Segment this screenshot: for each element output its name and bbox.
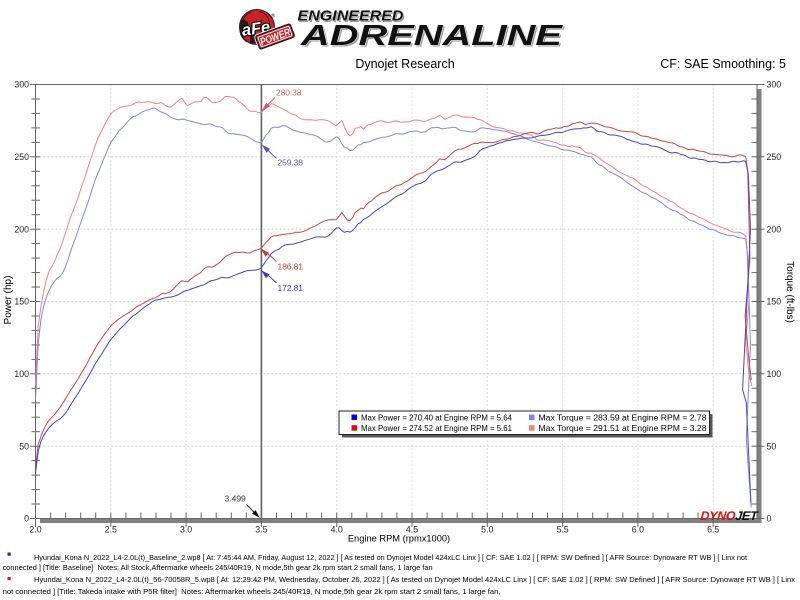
svg-text:2.0: 2.0 [29, 525, 41, 535]
svg-text:5.0: 5.0 [481, 525, 493, 535]
svg-text:Max Power = 274.52 at Engine R: Max Power = 274.52 at Engine RPM = 5.61 [361, 423, 512, 433]
svg-text:connected ] [Title: Baseline]: connected ] [Title: Baseline] Notes: All… [3, 563, 433, 572]
svg-text:Max Power = 270.40 at Engine R: Max Power = 270.40 at Engine RPM = 5.64 [361, 412, 512, 422]
svg-text:CF: SAE Smoothing: 5: CF: SAE Smoothing: 5 [660, 57, 786, 71]
svg-text:280.38: 280.38 [276, 88, 302, 98]
svg-text:5.5: 5.5 [556, 525, 568, 535]
svg-text:0: 0 [767, 514, 772, 524]
svg-text:186.81: 186.81 [278, 262, 304, 272]
svg-text:259.38: 259.38 [278, 158, 304, 168]
svg-text:150: 150 [767, 297, 782, 307]
svg-text:DYNOJET: DYNOJET [700, 509, 760, 523]
svg-text:100: 100 [767, 369, 782, 379]
svg-text:ENGINEERED: ENGINEERED [299, 9, 405, 26]
svg-text:6.0: 6.0 [632, 525, 644, 535]
svg-text:3.499: 3.499 [225, 494, 247, 504]
svg-text:200: 200 [14, 224, 29, 234]
svg-text:4.5: 4.5 [406, 525, 418, 535]
svg-text:50: 50 [19, 441, 29, 451]
svg-text:50: 50 [767, 441, 777, 451]
svg-text:Engine RPM (rpmx1000): Engine RPM (rpmx1000) [348, 534, 450, 544]
svg-text:0: 0 [24, 514, 29, 524]
svg-text:not connected ] [Title: Takeda: not connected ] [Title: Takeda intake wi… [3, 587, 501, 596]
svg-text:2.5: 2.5 [105, 525, 117, 535]
svg-text:Hyundai_Kona N_2022_L4-2.0L(t): Hyundai_Kona N_2022_L4-2.0L(t)_56-70058R… [34, 575, 795, 584]
svg-text:Torque (ft-lbs): Torque (ft-lbs) [784, 261, 795, 323]
svg-text:ADRENALINE: ADRENALINE [301, 22, 566, 54]
svg-text:300: 300 [767, 80, 782, 90]
svg-text:200: 200 [767, 224, 782, 234]
svg-text:®: ® [271, 13, 275, 20]
svg-text:Max Torque = 291.51 at Engine: Max Torque = 291.51 at Engine RPM = 3.28 [539, 423, 707, 433]
svg-text:250: 250 [14, 152, 29, 162]
svg-text:Dynojet Research: Dynojet Research [355, 57, 454, 71]
svg-text:250: 250 [767, 152, 782, 162]
svg-text:172.81: 172.81 [278, 283, 304, 293]
svg-text:ADRENALINE: ADRENALINE [300, 20, 565, 52]
svg-text:100: 100 [14, 369, 29, 379]
svg-text:4.0: 4.0 [331, 525, 343, 535]
svg-text:ENGINEERED: ENGINEERED [298, 8, 404, 25]
svg-text:Hyundai_Kona N_2022_L4-2.0L(t): Hyundai_Kona N_2022_L4-2.0L(t)_Baseline_… [34, 553, 748, 562]
svg-text:Power (hp): Power (hp) [3, 276, 14, 325]
svg-text:3.0: 3.0 [180, 525, 192, 535]
svg-text:150: 150 [14, 297, 29, 307]
svg-text:Max Torque = 283.59 at Engine: Max Torque = 283.59 at Engine RPM = 2.78 [539, 412, 707, 422]
svg-text:6.5: 6.5 [707, 525, 719, 535]
svg-text:3.5: 3.5 [255, 525, 267, 535]
svg-text:300: 300 [14, 80, 29, 90]
